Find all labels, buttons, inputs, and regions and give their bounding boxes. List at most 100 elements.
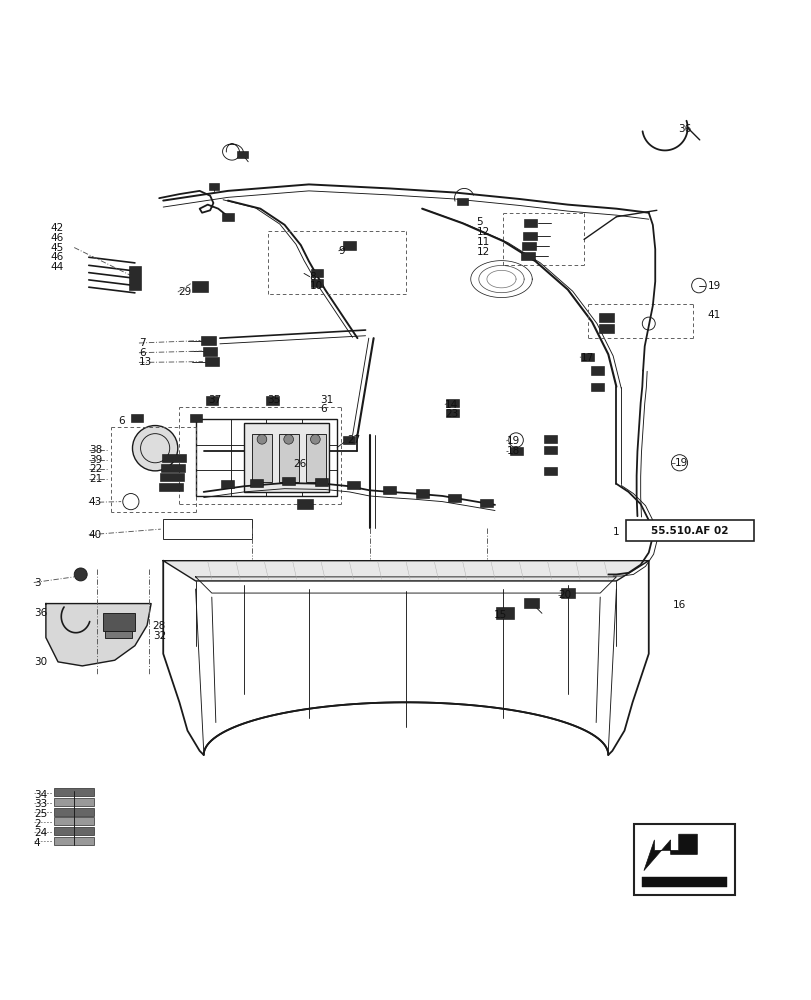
Text: 12: 12 xyxy=(476,247,489,257)
Bar xyxy=(560,588,574,598)
Text: 6: 6 xyxy=(139,348,145,358)
Bar xyxy=(457,198,467,205)
Bar xyxy=(305,434,325,482)
Circle shape xyxy=(284,434,293,444)
Bar xyxy=(543,467,556,475)
Bar xyxy=(446,409,459,417)
Bar xyxy=(204,357,219,366)
Bar xyxy=(160,473,184,481)
Bar xyxy=(521,252,534,260)
Bar xyxy=(244,423,328,492)
Text: 33: 33 xyxy=(34,799,47,809)
Bar xyxy=(279,434,298,482)
Bar xyxy=(599,313,613,322)
Text: 13: 13 xyxy=(139,357,152,367)
Text: 19: 19 xyxy=(674,458,687,468)
Text: 46: 46 xyxy=(50,233,63,243)
Text: 55.510.AF 02: 55.510.AF 02 xyxy=(650,526,728,536)
Bar xyxy=(509,447,522,455)
Text: 2: 2 xyxy=(34,819,41,829)
Text: 28: 28 xyxy=(152,621,165,631)
Bar xyxy=(543,446,556,454)
Text: 3: 3 xyxy=(34,578,41,588)
Bar xyxy=(54,817,94,825)
Bar xyxy=(205,396,217,405)
Text: 7: 7 xyxy=(139,338,145,348)
Bar xyxy=(446,399,459,407)
Text: 39: 39 xyxy=(88,455,102,465)
Text: 46: 46 xyxy=(50,252,63,262)
Text: 9: 9 xyxy=(338,246,345,256)
Text: 20: 20 xyxy=(557,590,571,600)
Text: 30: 30 xyxy=(34,657,47,667)
Text: 21: 21 xyxy=(88,474,102,484)
Bar xyxy=(102,613,135,631)
Bar xyxy=(448,494,461,502)
Circle shape xyxy=(132,426,178,471)
Bar xyxy=(221,480,234,488)
Circle shape xyxy=(74,568,87,581)
Bar xyxy=(131,414,144,422)
Text: 32: 32 xyxy=(152,631,165,641)
Text: 15: 15 xyxy=(494,610,507,620)
Bar xyxy=(522,232,536,240)
Text: 19: 19 xyxy=(506,436,519,446)
Text: 4: 4 xyxy=(34,838,41,848)
Text: 19: 19 xyxy=(707,281,720,291)
Bar xyxy=(633,824,735,895)
Text: 27: 27 xyxy=(346,435,360,445)
Text: 40: 40 xyxy=(88,530,102,540)
Text: 37: 37 xyxy=(208,395,221,405)
Text: 41: 41 xyxy=(707,310,720,320)
Bar xyxy=(161,454,186,462)
Bar xyxy=(237,151,248,158)
Bar xyxy=(222,213,234,221)
Bar xyxy=(161,464,185,472)
Bar xyxy=(343,436,355,444)
Text: 1: 1 xyxy=(611,527,618,537)
Bar xyxy=(342,241,355,250)
Bar xyxy=(310,279,323,287)
Circle shape xyxy=(310,434,320,444)
Bar xyxy=(314,478,327,486)
Text: 29: 29 xyxy=(178,287,191,297)
Bar xyxy=(250,479,263,487)
Bar xyxy=(54,827,94,835)
Bar xyxy=(521,242,535,250)
Bar xyxy=(191,281,208,292)
Text: 38: 38 xyxy=(88,445,102,455)
Bar xyxy=(282,477,294,485)
Bar xyxy=(189,414,201,422)
Text: 31: 31 xyxy=(320,395,333,405)
Bar xyxy=(480,499,493,507)
Bar xyxy=(195,419,337,496)
Bar xyxy=(523,219,537,227)
Text: 5: 5 xyxy=(476,217,483,227)
Bar xyxy=(203,347,217,356)
Text: 10: 10 xyxy=(309,281,323,291)
Bar xyxy=(310,269,323,277)
Text: 23: 23 xyxy=(444,409,457,419)
Text: 44: 44 xyxy=(50,262,63,272)
Bar xyxy=(296,499,312,509)
Text: 36: 36 xyxy=(677,124,690,134)
Bar xyxy=(129,266,140,290)
Bar xyxy=(209,183,219,190)
Text: 16: 16 xyxy=(672,600,685,610)
Text: 26: 26 xyxy=(293,459,307,469)
Bar xyxy=(599,324,613,333)
Bar xyxy=(625,520,753,541)
Text: 12: 12 xyxy=(476,227,489,237)
Bar xyxy=(642,877,727,887)
Bar xyxy=(524,598,538,608)
Text: 24: 24 xyxy=(34,828,47,838)
Text: 6: 6 xyxy=(118,416,124,426)
Bar xyxy=(163,519,252,539)
Bar xyxy=(159,483,183,491)
Bar xyxy=(590,383,603,391)
Bar xyxy=(54,798,94,806)
Bar xyxy=(496,607,513,619)
Bar xyxy=(580,353,593,361)
Text: 11: 11 xyxy=(476,237,489,247)
Text: 36: 36 xyxy=(34,608,47,618)
